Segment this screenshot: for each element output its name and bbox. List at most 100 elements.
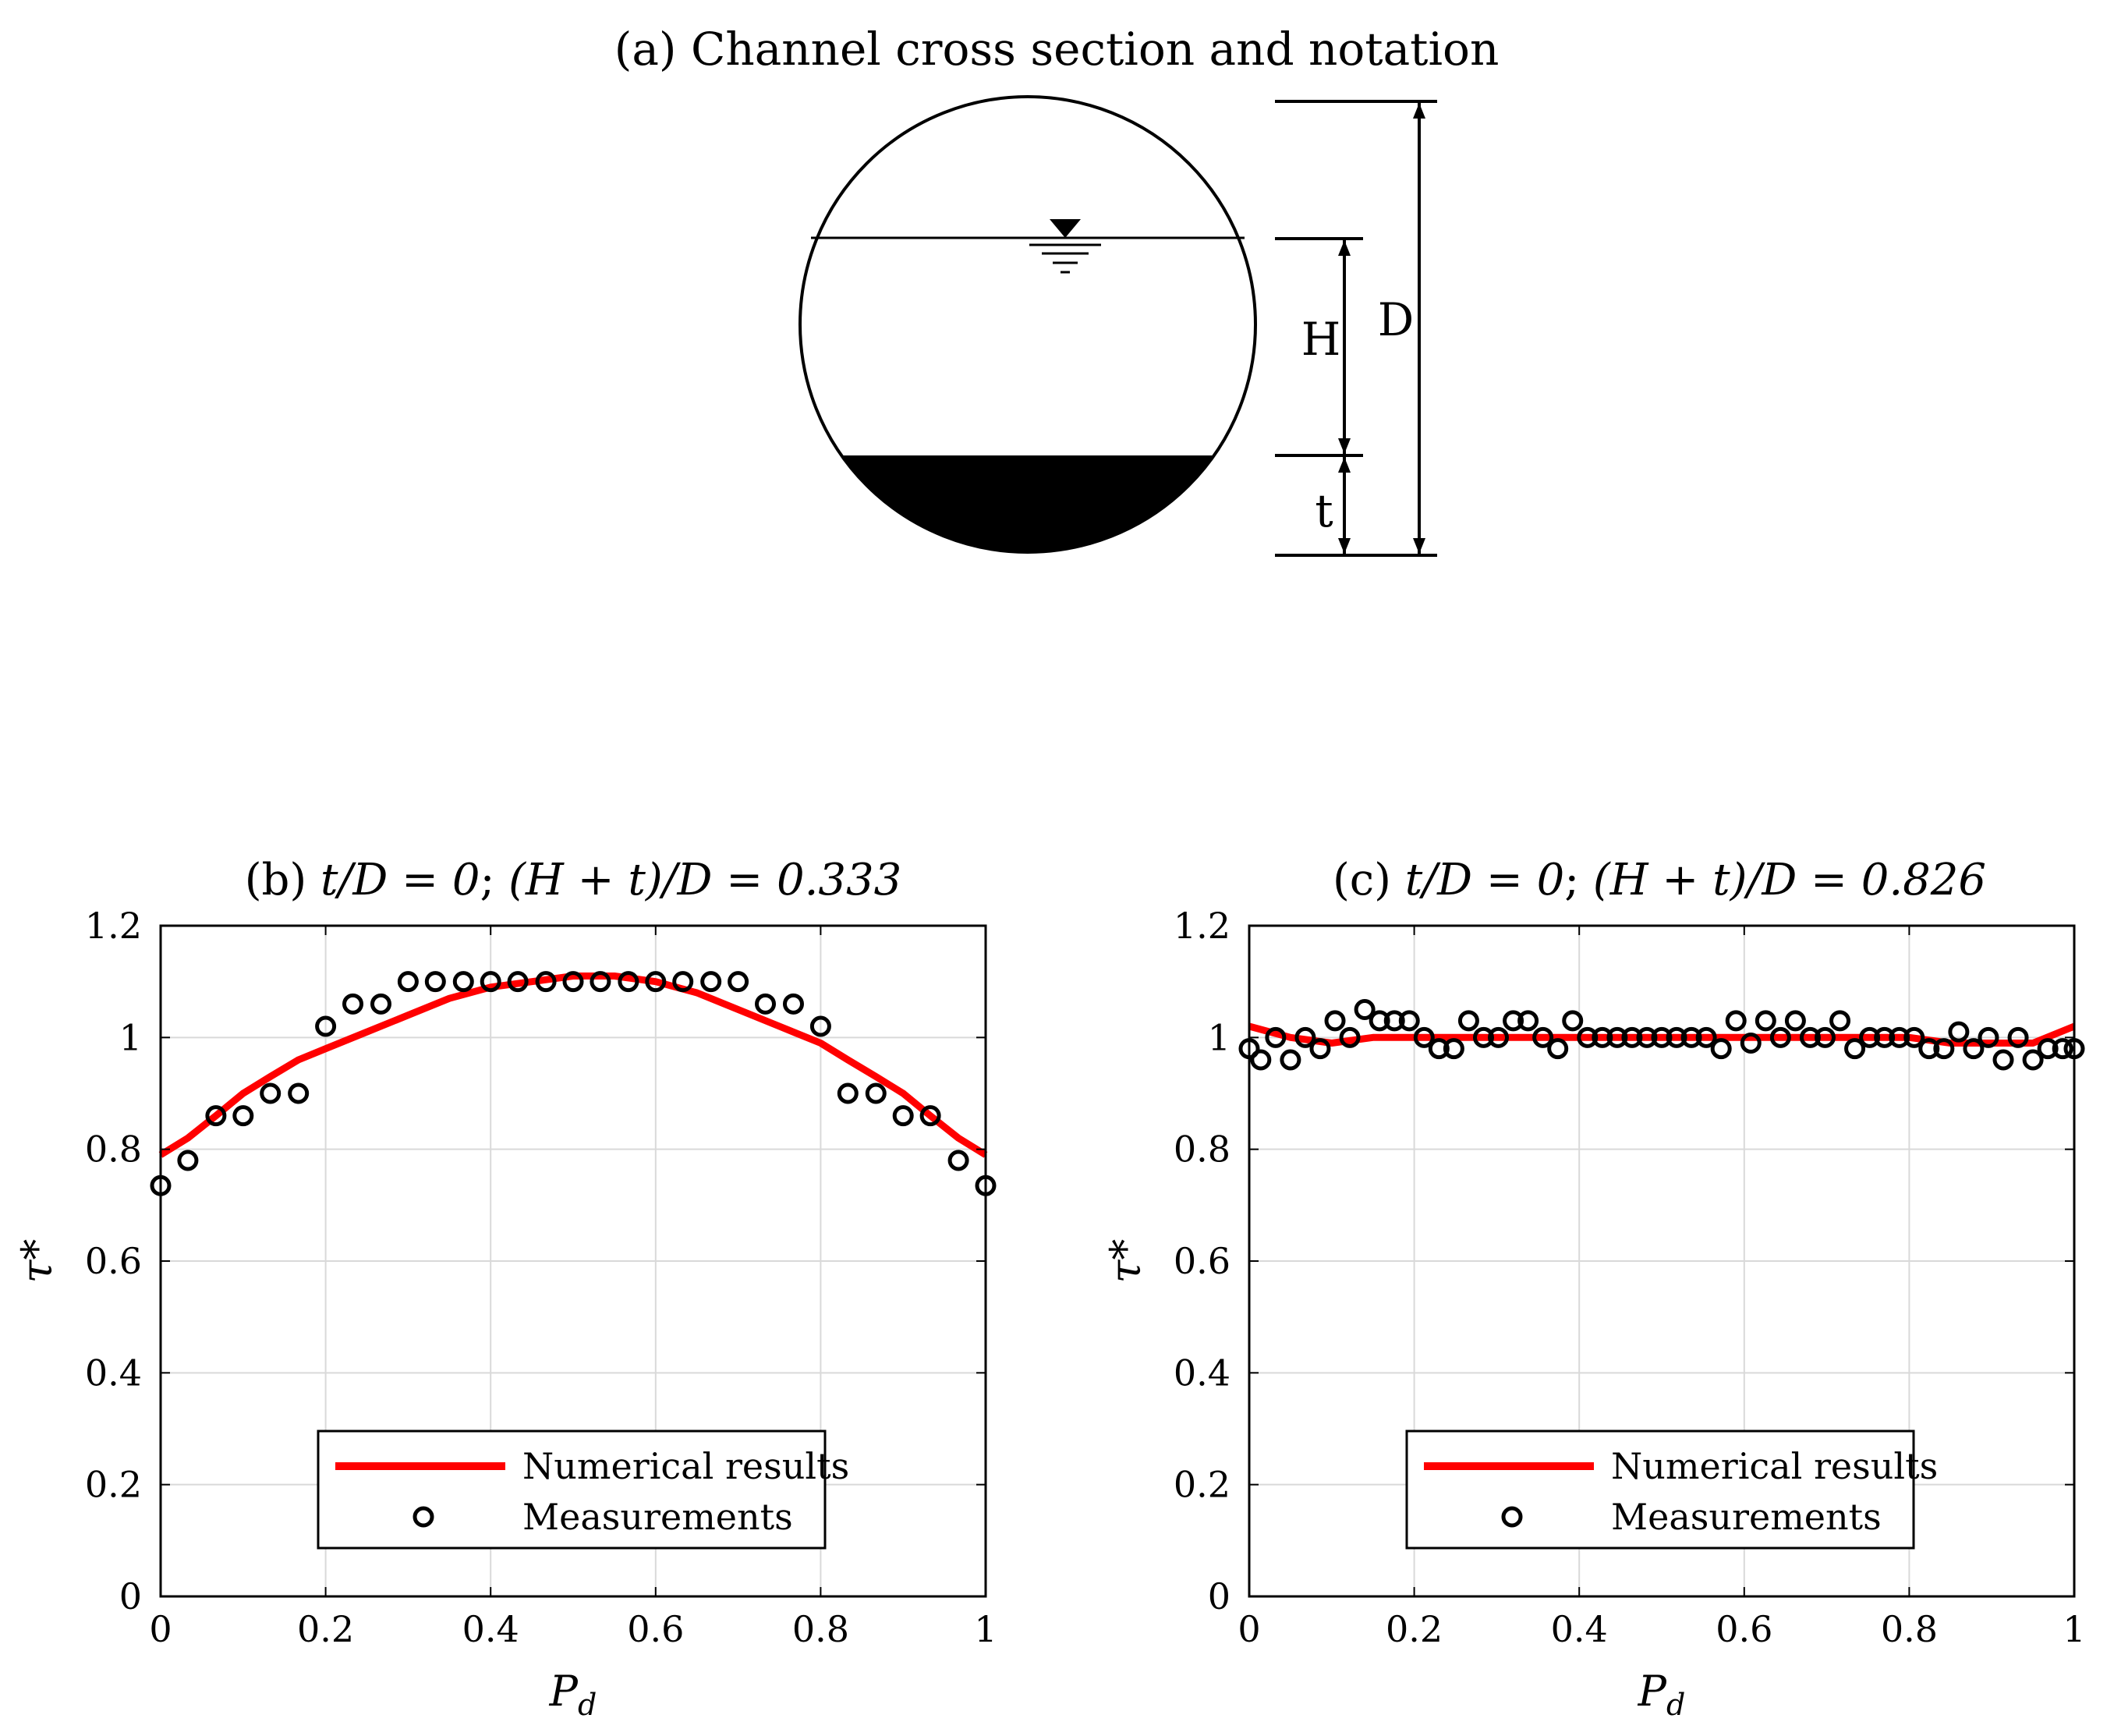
chart-c-xtick-label-1: 0.2: [1386, 1608, 1443, 1650]
chart-c-measurement-point: [1695, 1026, 1717, 1048]
chart-c-xticks: 0 0.2 0.4 0.6 0.8 1: [1238, 926, 2086, 1650]
chart-b-title-ratio: (H + t)/D = 0.333: [508, 855, 901, 905]
chart-b-points-layer: [150, 971, 997, 1196]
chart-c-title-ratio: (H + t)/D = 0.826: [1593, 855, 1986, 905]
label-t: t: [1315, 484, 1333, 537]
chart-c-yticks: 0 0.2 0.4 0.6 0.8 1 1.2: [1174, 905, 2074, 1617]
panel-a-diagram: (a) Channel cross section and notation: [614, 23, 1499, 557]
chart-b-ytick-label-1: 0.2: [85, 1464, 142, 1506]
chart-c-xlabel: Pd: [1638, 1667, 1686, 1722]
chart-c-legend: Numerical results Measurements: [1405, 1430, 1938, 1550]
chart-c-measurement-point: [2007, 1026, 2029, 1048]
chart-b-xlabel-sub: d: [578, 1688, 597, 1722]
chart-c-measurement-point: [1532, 1026, 1554, 1048]
chart-b-measurement-point: [507, 971, 529, 993]
chart-c-measurement-point: [1889, 1026, 1910, 1048]
chart-c-measurement-point: [1769, 1026, 1791, 1048]
chart-c-measurement-point: [1666, 1026, 1687, 1048]
chart-c-ytick-label-5: 1: [1208, 1016, 1231, 1058]
chart-c-xtick-label-5: 1: [2063, 1608, 2085, 1650]
chart-b-title-prefix: (b): [245, 855, 320, 905]
chart-c-measurement-point: [2052, 1038, 2073, 1060]
chart-b-xtick-label-0: 0: [149, 1608, 172, 1650]
chart-c-measurement-point: [1354, 999, 1376, 1020]
dimension-arrowheads: [1338, 103, 1425, 554]
chart-b-ytick-label-6: 1.2: [85, 905, 142, 947]
chart-c-legend-marker-swatch: [1501, 1506, 1523, 1528]
chart-c-measurement-point: [1488, 1026, 1510, 1048]
chart-c: (c) t/D = 0; (H + t)/D = 0.826 0 0.2 0.4 0.…: [1101, 855, 2086, 1722]
chart-b-xtick-label-4: 0.8: [792, 1608, 849, 1650]
chart-c-title-sep: ;: [1564, 855, 1593, 905]
chart-b-ytick-label-0: 0: [119, 1575, 142, 1617]
chart-b: (b) t/D = 0; (H + t)/D = 0.333 0 0.2 0.4 0.…: [12, 855, 997, 1722]
chart-b-measurement-point: [837, 1082, 859, 1104]
label-D: D: [1378, 293, 1415, 346]
chart-c-ylabel: τ*: [1101, 1239, 1150, 1284]
chart-c-title-tD: t/D = 0: [1405, 855, 1564, 905]
chart-c-measurement-point: [1636, 1026, 1658, 1048]
chart-b-xtick-label-1: 0.2: [297, 1608, 354, 1650]
chart-b-measurement-point: [809, 1015, 831, 1037]
chart-b-measurement-point: [342, 993, 364, 1015]
water-level-symbol-icon: [1029, 219, 1101, 274]
chart-c-measurement-point: [1799, 1026, 1821, 1048]
chart-c-measurement-point: [1577, 1026, 1599, 1048]
chart-b-measurement-point: [205, 1105, 227, 1127]
chart-c-measurement-point: [1383, 1010, 1405, 1032]
chart-c-measurement-point: [1680, 1026, 1702, 1048]
chart-c-title-prefix: (c): [1333, 855, 1405, 905]
chart-b-measurement-point: [755, 993, 777, 1015]
chart-c-measurement-point: [1710, 1038, 1732, 1060]
chart-b-line-layer: [158, 973, 988, 1158]
chart-c-ytick-label-3: 0.6: [1174, 1240, 1231, 1282]
chart-c-measurement-point: [1280, 1049, 1301, 1071]
chart-c-measurement-point: [1324, 1010, 1346, 1032]
chart-b-measurement-point: [397, 971, 419, 993]
chart-b-measurement-point: [782, 993, 804, 1015]
chart-c-measurement-point: [1503, 1010, 1524, 1032]
chart-c-xlabel-sub: d: [1666, 1688, 1685, 1722]
chart-b-measurement-point: [452, 971, 474, 993]
chart-b-measurement-point: [424, 971, 446, 993]
chart-b-measurement-point: [232, 1105, 254, 1127]
chart-b-legend-label-numerical: Numerical results: [522, 1445, 849, 1487]
chart-c-ytick-label-2: 0.4: [1174, 1352, 1231, 1394]
chart-c-xtick-label-3: 0.6: [1716, 1608, 1772, 1650]
chart-b-numerical-line: [158, 973, 988, 1158]
chart-b-measurement-point: [370, 993, 391, 1015]
chart-b-ylabel: τ*: [12, 1239, 62, 1284]
chart-c-measurement-point: [1992, 1049, 2014, 1071]
chart-c-measurement-point: [1829, 1010, 1851, 1032]
chart-b-measurement-point: [177, 1150, 199, 1171]
chart-b-measurement-point: [947, 1150, 969, 1171]
chart-c-measurement-point: [1443, 1038, 1464, 1060]
chart-c-measurement-point: [1398, 1010, 1420, 1032]
chart-c-xtick-label-0: 0: [1238, 1608, 1260, 1650]
chart-c-measurement-point: [1859, 1026, 1881, 1048]
chart-c-measurement-point: [2022, 1049, 2044, 1071]
chart-c-xlabel-base: P: [1638, 1667, 1668, 1716]
chart-b-measurement-point: [562, 971, 584, 993]
chart-c-ytick-label-6: 1.2: [1174, 905, 1231, 947]
chart-b-ytick-label-3: 0.6: [85, 1240, 142, 1282]
chart-b-measurement-point: [700, 971, 722, 993]
chart-b-legend-marker-swatch: [413, 1506, 434, 1528]
chart-b-legend-label-measurements: Measurements: [522, 1496, 793, 1538]
chart-c-measurement-point: [1874, 1026, 1896, 1048]
chart-b-legend-box: [317, 1430, 827, 1550]
chart-b-measurement-point: [892, 1105, 914, 1127]
chart-c-measurement-point: [1918, 1038, 1940, 1060]
chart-c-measurement-point: [1265, 1026, 1287, 1048]
chart-b-measurement-point: [728, 971, 749, 993]
chart-c-legend-label-numerical: Numerical results: [1611, 1445, 1938, 1487]
chart-c-measurement-point: [1651, 1026, 1673, 1048]
chart-c-measurement-point: [1250, 1049, 1272, 1071]
chart-b-title-tD: t/D = 0: [320, 855, 480, 905]
chart-b-ytick-label-2: 0.4: [85, 1352, 142, 1394]
chart-b-xtick-label-2: 0.4: [462, 1608, 519, 1650]
chart-c-measurement-point: [1844, 1038, 1866, 1060]
chart-c-ytick-label-0: 0: [1208, 1575, 1231, 1617]
label-H: H: [1301, 313, 1341, 366]
